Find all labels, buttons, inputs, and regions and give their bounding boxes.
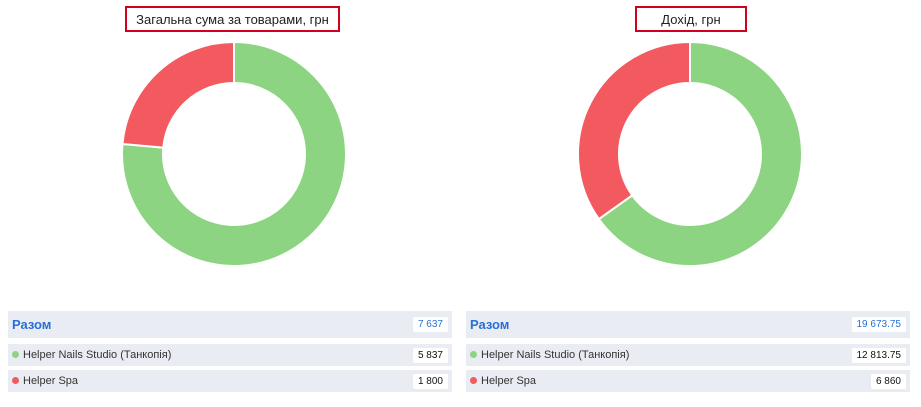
item-label: Helper Spa	[470, 375, 536, 387]
item-row: Helper Nails Studio (Танкопія) 5 837	[8, 344, 452, 366]
item-name: Helper Nails Studio (Танкопія)	[481, 349, 630, 361]
summary-table: Разом 7 637 Helper Nails Studio (Танкопія)…	[8, 311, 452, 396]
item-value: 12 813.75	[851, 347, 906, 363]
total-name: Разом	[470, 317, 510, 332]
summary-table: Разом 19 673.75 Helper Nails Studio (Танко…	[466, 311, 910, 396]
legend-dot	[470, 377, 477, 384]
item-name: Helper Nails Studio (Танкопія)	[23, 349, 172, 361]
donut-segment	[597, 40, 803, 267]
item-row: Helper Spa 1 800	[8, 370, 452, 392]
total-row: Разом 7 637	[8, 311, 452, 338]
item-row: Helper Nails Studio (Танкопія) 12 813.75	[466, 344, 910, 366]
donut-segment	[121, 40, 235, 149]
item-name: Helper Spa	[23, 375, 79, 387]
chart-title: Загальна сума за товарами, грн	[125, 6, 340, 32]
item-label: Helper Nails Studio (Танкопія)	[12, 349, 171, 361]
item-name: Helper Spa	[481, 375, 537, 387]
legend-dot	[470, 351, 477, 358]
total-value: 7 637	[412, 317, 448, 332]
legend-dot	[12, 351, 19, 358]
item-label: Helper Nails Studio (Танкопія)	[470, 349, 629, 361]
donut-segment	[577, 40, 691, 221]
item-label: Helper Spa	[12, 375, 78, 387]
item-value: 5 837	[412, 347, 448, 363]
item-value: 6 860	[870, 373, 906, 389]
total-value: 19 673.75	[851, 317, 906, 332]
item-value: 1 800	[412, 373, 448, 389]
legend-dot	[12, 377, 19, 384]
total-name: Разом	[12, 317, 52, 332]
charts	[121, 40, 803, 267]
donut-segment	[121, 40, 347, 267]
chart-title: Дохід, грн	[635, 6, 747, 32]
item-row: Helper Spa 6 860	[466, 370, 910, 392]
total-row: Разом 19 673.75	[466, 311, 910, 338]
